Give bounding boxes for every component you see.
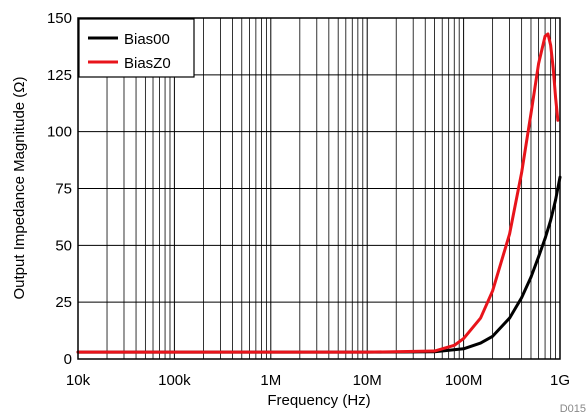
y-tick-labels: 0 25 50 75 100 125 150	[47, 10, 72, 368]
figure-id: D015	[560, 403, 586, 415]
x-tick-label: 100k	[158, 372, 191, 389]
y-tick-label: 50	[55, 237, 72, 254]
legend-label-bias00: Bias00	[124, 31, 170, 48]
y-tick-label: 25	[55, 294, 72, 311]
legend-box	[78, 18, 195, 78]
y-tick-label: 0	[64, 351, 72, 368]
y-axis-label: Output Impedance Magnitude (Ω)	[11, 76, 28, 299]
y-tick-label: 75	[55, 181, 72, 198]
x-tick-label: 10M	[353, 372, 382, 389]
x-axis-label: Frequency (Hz)	[267, 392, 370, 409]
legend-label-biasz0: BiasZ0	[124, 55, 171, 72]
x-tick-labels: 10k 100k 1M 10M 100M 1G	[66, 372, 570, 389]
series-line-biasz0	[76, 32, 560, 354]
plot-frame	[77, 17, 561, 360]
x-tick-label: 1G	[550, 372, 570, 389]
series-lines	[76, 32, 562, 354]
x-tick-label: 100M	[445, 372, 483, 389]
y-tick-label: 100	[47, 124, 72, 141]
x-tick-label: 1M	[260, 372, 281, 389]
y-tick-label: 125	[47, 67, 72, 84]
legend: Bias00 BiasZ0	[78, 18, 195, 78]
x-tick-label: 10k	[66, 372, 91, 389]
y-tick-label: 150	[47, 10, 72, 27]
